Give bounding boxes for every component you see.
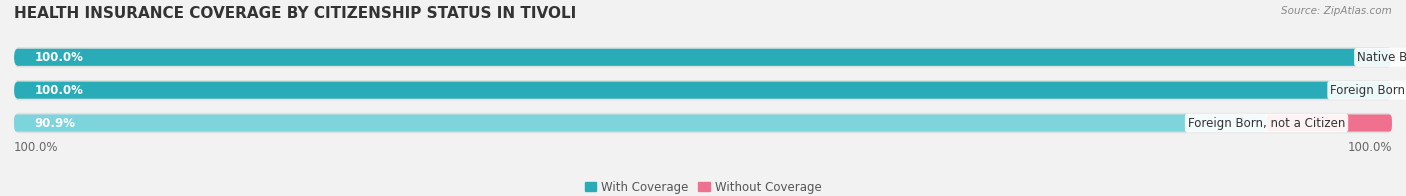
Text: Foreign Born, Citizen: Foreign Born, Citizen (1330, 84, 1406, 97)
FancyBboxPatch shape (1267, 114, 1392, 132)
Text: 100.0%: 100.0% (35, 84, 83, 97)
Text: HEALTH INSURANCE COVERAGE BY CITIZENSHIP STATUS IN TIVOLI: HEALTH INSURANCE COVERAGE BY CITIZENSHIP… (14, 6, 576, 21)
FancyBboxPatch shape (14, 47, 1392, 67)
Text: Source: ZipAtlas.com: Source: ZipAtlas.com (1281, 6, 1392, 16)
Text: 100.0%: 100.0% (35, 51, 83, 64)
Text: Native Born: Native Born (1357, 51, 1406, 64)
Text: Foreign Born, not a Citizen: Foreign Born, not a Citizen (1188, 117, 1346, 130)
Text: 100.0%: 100.0% (1347, 141, 1392, 154)
FancyBboxPatch shape (14, 114, 1267, 132)
FancyBboxPatch shape (14, 80, 1392, 100)
FancyBboxPatch shape (14, 49, 1392, 66)
FancyBboxPatch shape (14, 82, 1392, 99)
Text: 90.9%: 90.9% (35, 117, 76, 130)
Text: 100.0%: 100.0% (14, 141, 59, 154)
Legend: With Coverage, Without Coverage: With Coverage, Without Coverage (579, 176, 827, 196)
FancyBboxPatch shape (14, 113, 1392, 133)
